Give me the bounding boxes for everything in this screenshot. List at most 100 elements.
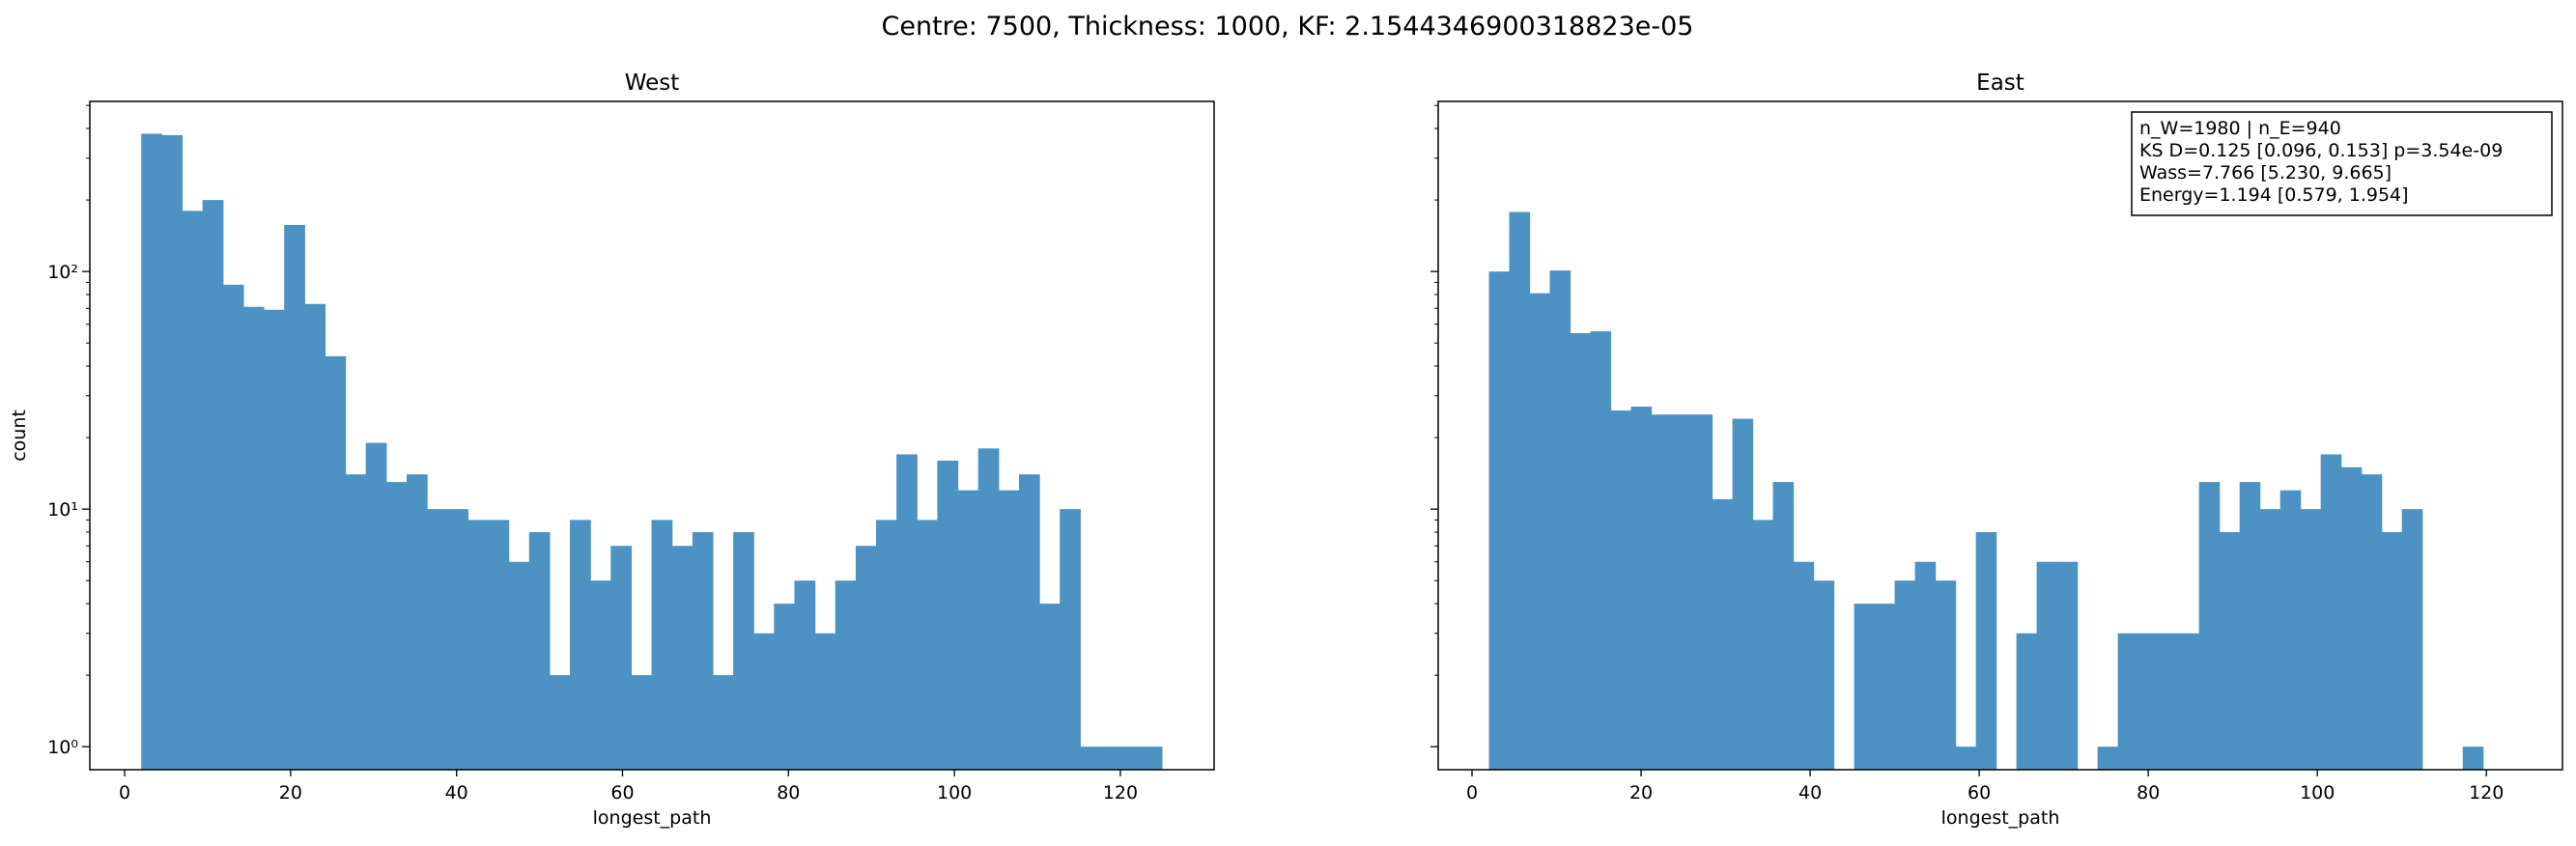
histogram-bar <box>1813 580 1835 770</box>
x-tick-label: 80 <box>2137 782 2160 804</box>
histogram-bar <box>631 675 653 770</box>
histogram-bar <box>222 284 244 770</box>
histogram-bar <box>1671 414 1693 770</box>
histogram-bar <box>1712 498 1734 770</box>
histogram-bar <box>651 520 673 770</box>
west-x-label: longest_path <box>593 807 712 829</box>
histogram-bar <box>917 520 939 770</box>
stats-line-energy: Energy=1.194 [0.579, 1.954] <box>2139 184 2409 206</box>
x-tick-label: 60 <box>610 782 634 804</box>
histogram-bar <box>1549 270 1571 771</box>
y-tick-label: 10¹ <box>47 499 78 521</box>
histogram-bar <box>794 580 816 770</box>
west-y-ticks: 10⁰ 10¹ 10² <box>47 104 90 758</box>
stats-box: n_W=1980 | n_E=940 KS D=0.125 [0.096, 0.… <box>2131 111 2553 216</box>
x-tick-label: 60 <box>1967 782 1991 804</box>
histogram-bar <box>1914 561 1937 770</box>
histogram-bar <box>1120 747 1143 770</box>
histogram-bar <box>161 134 184 770</box>
histogram-bar <box>733 531 754 770</box>
histogram-bar <box>774 604 796 770</box>
histogram-bar <box>2158 633 2180 770</box>
histogram-bar <box>1874 604 1896 770</box>
histogram-bar <box>957 490 979 770</box>
histogram-bar <box>570 520 591 770</box>
histogram-bar <box>2117 633 2139 770</box>
east-y-ticks <box>1430 104 1438 747</box>
histogram-bar <box>2340 466 2363 770</box>
histogram-bar <box>1018 474 1040 770</box>
histogram-bar <box>590 580 611 770</box>
x-tick-label: 80 <box>777 782 800 804</box>
histogram-bar <box>549 675 571 770</box>
x-tick-label: 40 <box>1798 782 1822 804</box>
histogram-bar <box>202 200 224 771</box>
histogram-bar <box>1570 333 1592 770</box>
histogram-bar <box>2320 454 2342 770</box>
histogram-bar <box>1039 604 1061 770</box>
histogram-bar <box>2300 509 2322 770</box>
histogram-bar <box>2462 747 2484 770</box>
histogram-bar <box>467 520 490 770</box>
west-title: West <box>625 70 680 96</box>
histogram-bar <box>1529 293 1551 770</box>
histogram-bar <box>2219 531 2241 770</box>
stats-line-wasserstein: Wass=7.766 [5.230, 9.665] <box>2139 162 2392 183</box>
histogram-bar <box>406 474 428 770</box>
histogram-bar <box>1080 747 1102 770</box>
histogram-bar <box>1935 580 1957 770</box>
x-tick-label: 40 <box>445 782 468 804</box>
y-tick-label: 10⁰ <box>47 737 78 758</box>
histogram-bar <box>2259 509 2281 770</box>
stats-line-ks: KS D=0.125 [0.096, 0.153] p=3.54e-09 <box>2139 140 2503 161</box>
histogram-bar <box>427 509 448 770</box>
histogram-bar <box>814 633 836 770</box>
histogram-bar <box>325 355 347 770</box>
histogram-bar <box>610 546 633 770</box>
x-tick-label: 120 <box>2469 782 2504 804</box>
histogram-bar <box>1894 580 1916 770</box>
histogram-bar <box>1651 414 1673 770</box>
histogram-bar <box>1488 271 1511 770</box>
east-x-label: longest_path <box>1941 807 2060 829</box>
histogram-bar <box>1691 414 1713 770</box>
histogram-bar <box>1772 482 1795 770</box>
histogram-bar <box>1060 509 1081 770</box>
histogram-bar <box>1100 747 1122 770</box>
histogram-bar <box>141 133 162 770</box>
x-tick-label: 20 <box>279 782 302 804</box>
histogram-bar <box>977 448 1000 770</box>
histogram-bar <box>242 306 265 770</box>
east-axes-frame <box>1437 100 2563 771</box>
histogram-bar <box>876 520 897 770</box>
histogram-bar <box>2016 633 2038 770</box>
histogram-bar <box>2381 531 2403 770</box>
histogram-bar <box>447 509 468 770</box>
y-tick-label: 10² <box>47 262 78 283</box>
histogram-bar <box>528 531 551 770</box>
histogram-bar <box>2279 490 2302 770</box>
histogram-bar <box>488 520 510 770</box>
histogram-bar <box>1141 747 1163 770</box>
west-x-ticks: 0 20 40 60 80 100 120 <box>119 770 1138 804</box>
x-tick-label: 20 <box>1629 782 1653 804</box>
west-y-label: count <box>9 409 30 462</box>
histogram-bar <box>2401 509 2423 770</box>
histogram-bar <box>2239 482 2261 770</box>
histogram-bar <box>2178 633 2200 770</box>
histogram-bar <box>2036 561 2058 770</box>
histogram-bar <box>2137 633 2160 770</box>
histogram-bar <box>2198 482 2221 770</box>
stats-box-frame <box>2131 111 2553 216</box>
histogram-bar <box>264 309 285 770</box>
east-x-ticks: 0 20 40 60 80 100 120 <box>1466 770 2504 804</box>
histogram-bar <box>304 303 326 770</box>
histogram-bar <box>182 211 204 771</box>
x-tick-label: 100 <box>2300 782 2335 804</box>
figure-title: Centre: 7500, Thickness: 1000, KF: 2.154… <box>882 12 1694 42</box>
east-title: East <box>1976 70 2024 96</box>
east-chart: 0 20 40 60 80 100 120 East longest_path n_W=19… <box>1430 70 2563 829</box>
x-tick-label: 120 <box>1103 782 1138 804</box>
histogram-bar <box>835 580 857 770</box>
